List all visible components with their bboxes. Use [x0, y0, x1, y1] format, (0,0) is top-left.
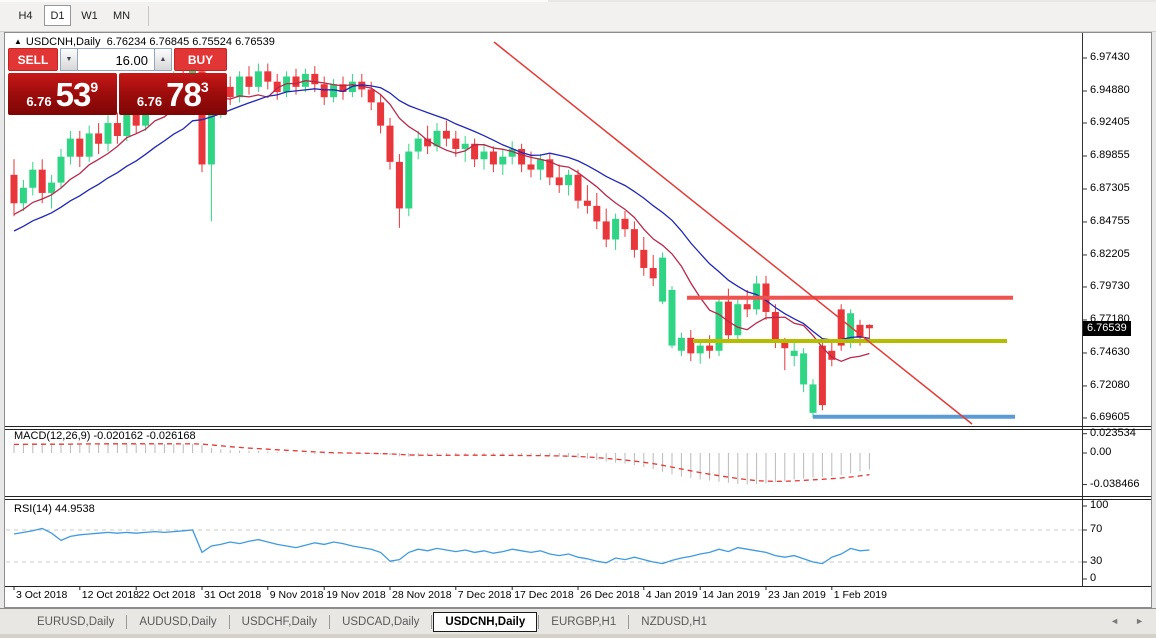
tab-divider — [329, 614, 331, 629]
timeframe-w1-button[interactable]: W1 — [76, 5, 103, 26]
tabs-scroll-left-icon[interactable]: ◄ — [1110, 616, 1120, 626]
volume-up-button[interactable]: ▲ — [154, 48, 172, 71]
volume-input[interactable]: 16.00 — [78, 48, 154, 71]
spinner-down-icon: ▼ — [65, 56, 73, 63]
buy-price-prefix: 6.76 — [136, 93, 163, 109]
buy-price-big: 78 — [166, 75, 202, 113]
sell-price-display[interactable]: 6.76 53 9 — [8, 73, 117, 115]
symbol-tab-usdchf[interactable]: USDCHF,Daily — [241, 615, 318, 628]
sell-price-prefix: 6.76 — [26, 93, 52, 109]
sell-price-sup: 9 — [90, 79, 99, 95]
symbol-tab-nzdusd[interactable]: NZDUSD,H1 — [641, 615, 708, 628]
buy-button[interactable]: BUY — [174, 48, 227, 71]
tab-divider — [628, 614, 630, 629]
toolbar-separator — [148, 5, 150, 26]
timeframe-d1-button[interactable]: D1 — [44, 5, 71, 26]
chart-window — [4, 32, 1152, 608]
symbol-tab-eurgbp[interactable]: EURGBP,H1 — [551, 615, 617, 628]
tab-divider — [126, 614, 128, 629]
one-click-trading-panel: SELL ▼ 16.00 ▲ BUY 6.76 53 9 6.76 78 3 — [8, 48, 227, 115]
timeframe-h4-button[interactable]: H4 — [12, 5, 39, 26]
sell-button[interactable]: SELL — [8, 48, 58, 71]
tab-divider — [228, 614, 230, 629]
symbol-tab-usdcad[interactable]: USDCAD,Daily — [342, 615, 420, 628]
buy-price-display[interactable]: 6.76 78 3 — [118, 73, 227, 115]
sell-price-big: 53 — [55, 75, 92, 113]
tabs-scroll-right-icon[interactable]: ► — [1135, 616, 1144, 626]
symbol-tab-bar: ◄ ► EURUSD,Daily AUDUSD,Daily USDCHF,Daily… — [0, 608, 1156, 634]
buy-price-sup: 3 — [200, 79, 209, 95]
timeframe-mn-button[interactable]: MN — [108, 5, 135, 26]
status-strip — [0, 634, 1156, 638]
tab-divider — [431, 614, 433, 629]
tab-divider — [538, 614, 540, 629]
symbol-tab-usdcnh[interactable]: USDCNH,Daily — [433, 611, 538, 632]
volume-down-button[interactable]: ▼ — [60, 48, 78, 71]
symbol-tab-eurusd[interactable]: EURUSD,Daily — [37, 615, 115, 628]
timeframe-toolbar: H4 D1 W1 MN — [0, 2, 1156, 32]
symbol-tab-audusd[interactable]: AUDUSD,Daily — [139, 615, 217, 628]
spinner-up-icon: ▲ — [159, 56, 167, 63]
